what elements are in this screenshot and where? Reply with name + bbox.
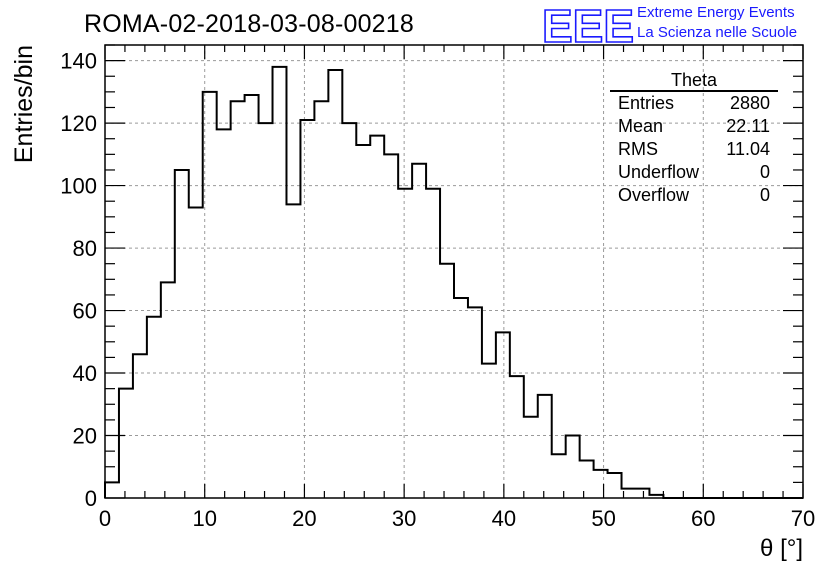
stats-value: 0 bbox=[759, 185, 770, 205]
stats-value: 2880 bbox=[729, 93, 770, 113]
y-tick-label: 120 bbox=[60, 111, 97, 136]
stats-label: RMS bbox=[618, 139, 658, 159]
chart-title: ROMA-02-2018-03-08-00218 bbox=[84, 10, 414, 38]
svg-text:EEE: EEE bbox=[542, 2, 634, 48]
stats-box: Theta Entries 2880 Mean 22.11 RMS 11.04 … bbox=[610, 70, 778, 207]
logo-line-1: Extreme Energy Events bbox=[637, 4, 795, 21]
logo-line-2: La Scienza nelle Scuole bbox=[637, 24, 798, 41]
x-tick-label: 40 bbox=[492, 506, 516, 531]
stats-label: Underflow bbox=[618, 162, 700, 182]
y-tick-label: 20 bbox=[73, 424, 97, 449]
stats-label: Entries bbox=[618, 93, 675, 113]
x-tick-label: 70 bbox=[791, 506, 815, 531]
y-tick-label: 40 bbox=[73, 361, 97, 386]
eee-logo: EEE bbox=[541, 2, 635, 48]
stats-row-rms: RMS 11.04 bbox=[610, 138, 778, 161]
stats-row-underflow: Underflow 0 bbox=[610, 161, 778, 184]
stats-label: Mean bbox=[618, 116, 664, 136]
stats-title: Theta bbox=[610, 70, 778, 92]
stats-row-mean: Mean 22.11 bbox=[610, 115, 778, 138]
stats-value: 22.11 bbox=[726, 116, 770, 136]
y-tick-label: 140 bbox=[60, 49, 97, 74]
x-tick-label: 10 bbox=[192, 506, 216, 531]
y-tick-label: 80 bbox=[73, 236, 97, 261]
x-tick-label: 30 bbox=[392, 506, 416, 531]
x-tick-label: 0 bbox=[99, 506, 111, 531]
stats-label: Overflow bbox=[618, 185, 690, 205]
x-tick-label: 50 bbox=[591, 506, 615, 531]
y-axis-label: Entries/bin bbox=[10, 45, 38, 163]
histogram-series bbox=[104, 65, 803, 499]
plot-frame bbox=[104, 44, 804, 499]
stats-row-overflow: Overflow 0 bbox=[610, 184, 778, 207]
stats-value: 0 bbox=[759, 162, 770, 182]
x-axis-label: θ [°] bbox=[760, 535, 803, 562]
y-tick-label: 0 bbox=[85, 486, 97, 511]
x-tick-label: 60 bbox=[691, 506, 715, 531]
stats-row-entries: Entries 2880 bbox=[610, 92, 778, 115]
y-tick-label: 100 bbox=[60, 174, 97, 199]
y-tick-label: 60 bbox=[73, 299, 97, 324]
stats-value: 11.04 bbox=[726, 139, 770, 159]
x-tick-label: 20 bbox=[292, 506, 316, 531]
